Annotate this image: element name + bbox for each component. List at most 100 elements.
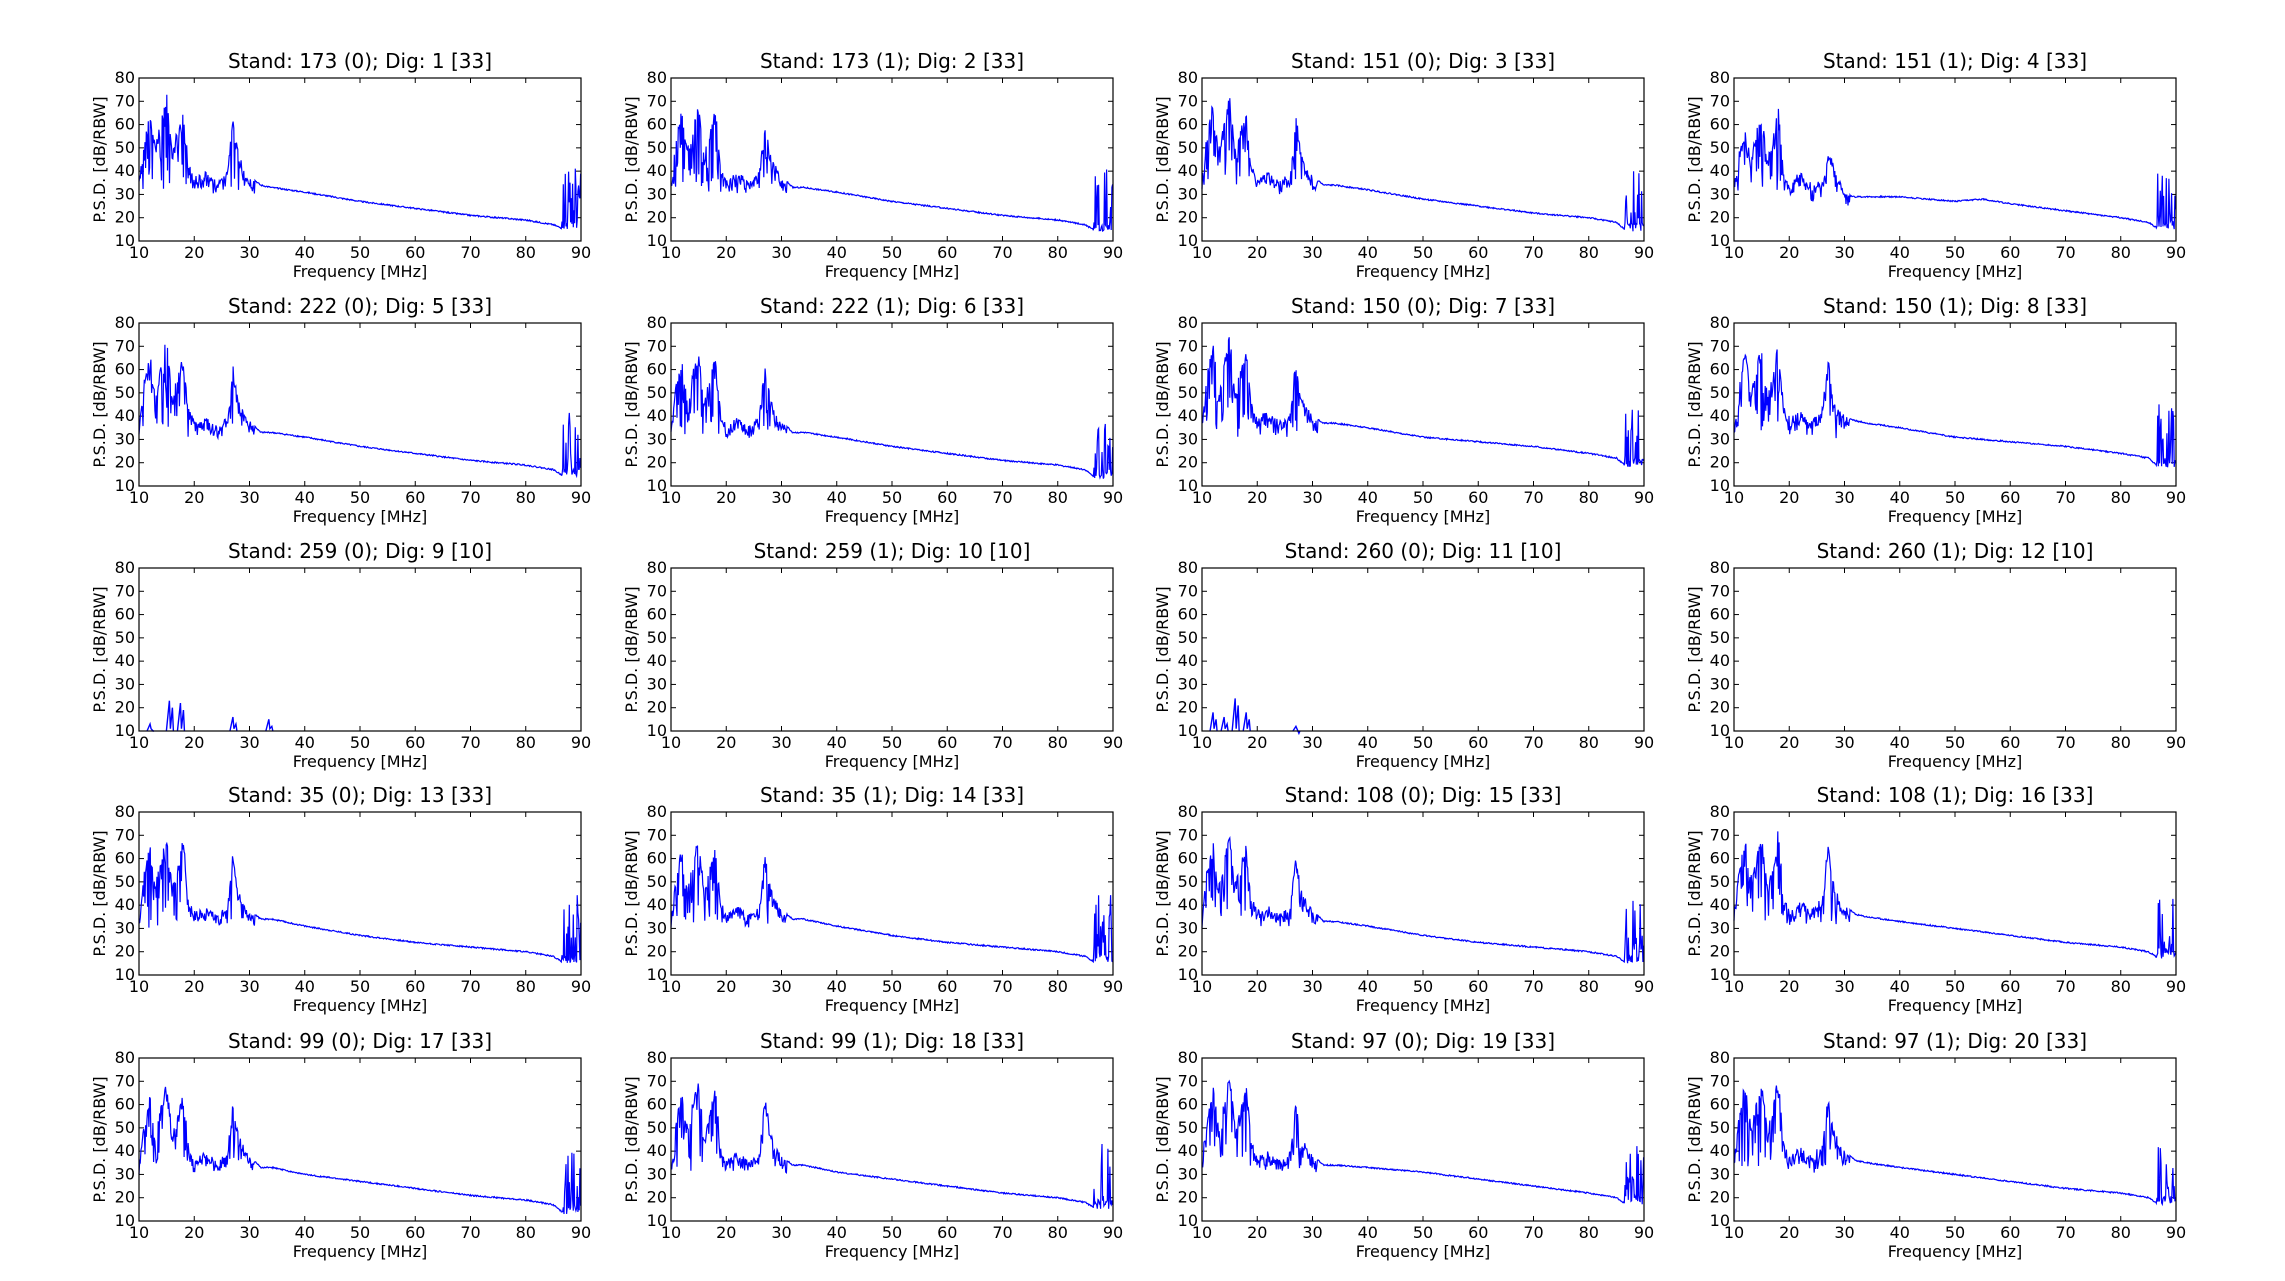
y-tick-label: 30 bbox=[1710, 429, 1730, 448]
y-tick-label: 80 bbox=[647, 558, 667, 577]
y-tick-label: 20 bbox=[1178, 208, 1198, 227]
y-tick-label: 80 bbox=[647, 68, 667, 87]
subplot-title: Stand: 99 (1); Dig: 18 [33] bbox=[760, 1029, 1024, 1053]
x-tick-label: 80 bbox=[2111, 243, 2131, 262]
y-tick-label: 10 bbox=[1178, 231, 1198, 250]
y-tick-label: 30 bbox=[1710, 918, 1730, 937]
x-tick-label: 90 bbox=[2166, 733, 2186, 752]
x-tick-label: 70 bbox=[460, 488, 480, 507]
y-tick-label: 60 bbox=[115, 605, 135, 624]
y-tick-label: 30 bbox=[1710, 674, 1730, 693]
x-tick-label: 60 bbox=[937, 243, 957, 262]
x-tick-label: 90 bbox=[1103, 488, 1123, 507]
psd-series-line bbox=[1733, 108, 2177, 230]
subplot-10: Stand: 259 (1); Dig: 10 [10] 10 20 30 40 50 60… bbox=[622, 539, 1123, 771]
x-tick-label: 10 bbox=[661, 243, 681, 262]
x-tick-label: 30 bbox=[1834, 1223, 1854, 1242]
x-tick-label: 30 bbox=[1302, 733, 1322, 752]
x-tick-label: 60 bbox=[2000, 488, 2020, 507]
psd-series-line bbox=[1201, 98, 1645, 232]
x-tick-label: 10 bbox=[129, 243, 149, 262]
subplot-title: Stand: 97 (0); Dig: 19 [33] bbox=[1291, 1029, 1555, 1053]
y-tick-label: 40 bbox=[1710, 406, 1730, 425]
y-tick-label: 50 bbox=[1178, 1118, 1198, 1137]
x-tick-label: 90 bbox=[571, 243, 591, 262]
y-tick-label: 60 bbox=[1710, 849, 1730, 868]
y-tick-label: 20 bbox=[115, 1188, 135, 1207]
y-tick-label: 10 bbox=[1710, 965, 1730, 984]
y-tick-label: 10 bbox=[1178, 721, 1198, 740]
y-tick-label: 60 bbox=[1710, 1095, 1730, 1114]
x-tick-label: 80 bbox=[1579, 243, 1599, 262]
x-tick-label: 20 bbox=[1247, 488, 1267, 507]
x-tick-label: 10 bbox=[1724, 733, 1744, 752]
y-axis-label: P.S.D. [dB/RBW] bbox=[1685, 586, 1704, 712]
x-axis-label: Frequency [MHz] bbox=[1356, 752, 1490, 771]
y-tick-label: 20 bbox=[1178, 453, 1198, 472]
x-axis-label: Frequency [MHz] bbox=[1356, 262, 1490, 281]
y-tick-label: 10 bbox=[1710, 1211, 1730, 1230]
y-tick-label: 10 bbox=[647, 965, 667, 984]
y-tick-label: 20 bbox=[1178, 698, 1198, 717]
x-tick-label: 30 bbox=[239, 243, 259, 262]
y-tick-label: 70 bbox=[115, 825, 135, 844]
psd-series-line bbox=[670, 845, 1114, 964]
x-tick-label: 50 bbox=[882, 488, 902, 507]
x-tick-label: 60 bbox=[1468, 488, 1488, 507]
x-tick-label: 60 bbox=[2000, 977, 2020, 996]
y-tick-label: 40 bbox=[647, 1141, 667, 1160]
y-tick-label: 70 bbox=[647, 91, 667, 110]
y-tick-label: 50 bbox=[1178, 628, 1198, 647]
y-tick-label: 70 bbox=[1178, 1071, 1198, 1090]
x-axis-label: Frequency [MHz] bbox=[293, 752, 427, 771]
y-tick-label: 70 bbox=[115, 581, 135, 600]
x-tick-label: 60 bbox=[1468, 733, 1488, 752]
subplot-14: Stand: 35 (1); Dig: 14 [33] 10 20 30 40 50 60 7… bbox=[622, 783, 1123, 1015]
x-tick-label: 50 bbox=[350, 977, 370, 996]
y-tick-label: 50 bbox=[1710, 383, 1730, 402]
y-tick-label: 70 bbox=[1178, 91, 1198, 110]
x-tick-label: 20 bbox=[716, 488, 736, 507]
subplot-6: Stand: 222 (1); Dig: 6 [33] 10 20 30 40 50 60 7… bbox=[622, 294, 1123, 526]
y-tick-label: 80 bbox=[1710, 313, 1730, 332]
plot-frame bbox=[1201, 811, 1645, 976]
y-tick-label: 40 bbox=[647, 895, 667, 914]
plot-frame bbox=[670, 567, 1114, 732]
x-tick-label: 50 bbox=[350, 488, 370, 507]
x-tick-label: 30 bbox=[239, 1223, 259, 1242]
x-tick-label: 70 bbox=[992, 1223, 1012, 1242]
x-axis-label: Frequency [MHz] bbox=[293, 507, 427, 526]
subplot-title: Stand: 260 (0); Dig: 11 [10] bbox=[1285, 539, 1562, 563]
x-tick-label: 40 bbox=[1890, 488, 1910, 507]
subplot-15: Stand: 108 (0); Dig: 15 [33] 10 20 30 40 50 60… bbox=[1153, 783, 1654, 1015]
x-tick-label: 30 bbox=[1834, 488, 1854, 507]
x-tick-label: 90 bbox=[2166, 243, 2186, 262]
psd-spike bbox=[1242, 712, 1251, 732]
y-tick-label: 10 bbox=[1178, 965, 1198, 984]
x-tick-label: 20 bbox=[1779, 488, 1799, 507]
psd-series-line bbox=[1733, 349, 2177, 468]
plot-frame bbox=[138, 1057, 582, 1222]
subplot-title: Stand: 108 (1); Dig: 16 [33] bbox=[1817, 783, 2094, 807]
y-tick-label: 60 bbox=[647, 360, 667, 379]
y-tick-label: 60 bbox=[1178, 115, 1198, 134]
y-tick-label: 10 bbox=[647, 1211, 667, 1230]
psd-series-line bbox=[138, 344, 582, 479]
x-tick-label: 20 bbox=[716, 1223, 736, 1242]
y-tick-label: 30 bbox=[1710, 184, 1730, 203]
x-tick-label: 50 bbox=[1945, 243, 1965, 262]
x-tick-label: 60 bbox=[405, 733, 425, 752]
y-tick-label: 60 bbox=[115, 115, 135, 134]
subplot-title: Stand: 259 (0); Dig: 9 [10] bbox=[228, 539, 492, 563]
x-tick-label: 30 bbox=[1302, 488, 1322, 507]
y-axis-label: P.S.D. [dB/RBW] bbox=[90, 341, 109, 467]
x-tick-label: 30 bbox=[771, 488, 791, 507]
x-tick-label: 70 bbox=[1523, 1223, 1543, 1242]
x-tick-label: 50 bbox=[350, 243, 370, 262]
x-tick-label: 60 bbox=[937, 733, 957, 752]
x-tick-label: 40 bbox=[1890, 977, 1910, 996]
x-tick-label: 70 bbox=[460, 733, 480, 752]
subplot-4: Stand: 151 (1); Dig: 4 [33] 10 20 30 40 50 60 7… bbox=[1685, 49, 2186, 281]
y-tick-label: 60 bbox=[115, 849, 135, 868]
